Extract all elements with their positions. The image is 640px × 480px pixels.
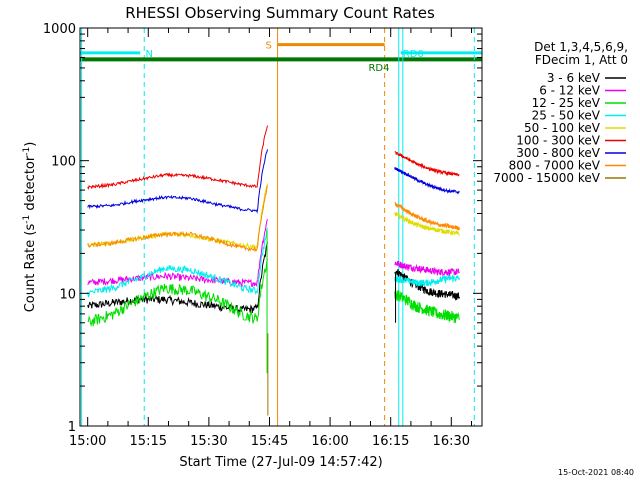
legend-label: 300 - 800 keV	[516, 146, 600, 160]
series-line-before	[87, 258, 268, 328]
series-line-after	[394, 167, 460, 195]
chart-title: RHESSI Observing Summary Count Rates	[125, 4, 435, 22]
mode-flags: N S RD0 RD4	[80, 28, 482, 426]
series-group	[87, 125, 460, 416]
x-tick-label: 16:00	[311, 434, 348, 449]
series-line-before	[87, 219, 268, 289]
x-tick-label: 16:15	[372, 434, 409, 449]
y-axis-label-sup1: -1	[22, 215, 32, 224]
flag-label-rd0: RD0	[403, 49, 424, 60]
flag-label-s: S	[265, 41, 271, 52]
legend: Det 1,3,4,5,6,9, FDecim 1, Att 0 3 - 6 k…	[493, 40, 628, 185]
series-line-before	[87, 125, 268, 190]
series-line-after	[394, 211, 460, 237]
series-line-after	[394, 261, 460, 278]
series-line-after	[394, 274, 460, 287]
legend-label: 800 - 7000 keV	[509, 159, 601, 173]
x-tick-label: 15:45	[251, 434, 288, 449]
y-axis-label-sup2: -1	[22, 147, 32, 156]
legend-label: 7000 - 15000 keV	[493, 171, 600, 185]
legend-label: 12 - 25 keV	[532, 96, 601, 110]
y-axis: 1 10 100 1000	[43, 22, 482, 435]
y-tick-label: 10	[59, 287, 76, 302]
flag-label-rd4: RD4	[368, 63, 389, 74]
y-axis-label-end: )	[23, 142, 38, 147]
legend-label: 50 - 100 keV	[524, 121, 601, 135]
legend-label: 100 - 300 keV	[516, 134, 600, 148]
legend-header-line-1: Det 1,3,4,5,6,9,	[534, 40, 628, 54]
series-line-before	[87, 183, 268, 251]
y-tick-label: 100	[51, 155, 76, 170]
series-line-after	[394, 151, 460, 177]
x-tick-label: 16:30	[433, 434, 470, 449]
series-line-after	[394, 201, 460, 231]
footer-timestamp: 15-Oct-2021 08:40	[558, 468, 634, 477]
y-axis-label-mid: detector	[23, 155, 38, 215]
x-axis: 15:00 15:15 15:30 15:45 16:00 16:15 16:30	[69, 28, 472, 449]
x-tick-label: 15:30	[190, 434, 227, 449]
x-tick-label: 15:15	[130, 434, 167, 449]
legend-label: 25 - 50 keV	[532, 109, 601, 123]
legend-label: 3 - 6 keV	[547, 71, 601, 85]
series-line-before	[87, 227, 268, 298]
x-axis-label: Start Time (27-Jul-09 14:57:42)	[179, 455, 382, 470]
y-tick-label: 1	[68, 420, 76, 435]
series-line-after	[394, 288, 460, 323]
series-line-before	[87, 149, 268, 214]
series-line-before	[87, 185, 268, 253]
y-tick-label: 1000	[43, 22, 76, 37]
x-tick-label: 15:00	[69, 434, 106, 449]
legend-label: 6 - 12 keV	[539, 84, 601, 98]
y-axis-label-main: Count Rate (s	[23, 224, 38, 313]
flag-label-n: N	[145, 49, 152, 60]
legend-header-line-2: FDecim 1, Att 0	[535, 53, 628, 67]
y-axis-label: Count Rate (s-1 detector-1)	[22, 142, 38, 313]
plot-frame	[79, 27, 483, 427]
series-line-before	[87, 242, 268, 315]
